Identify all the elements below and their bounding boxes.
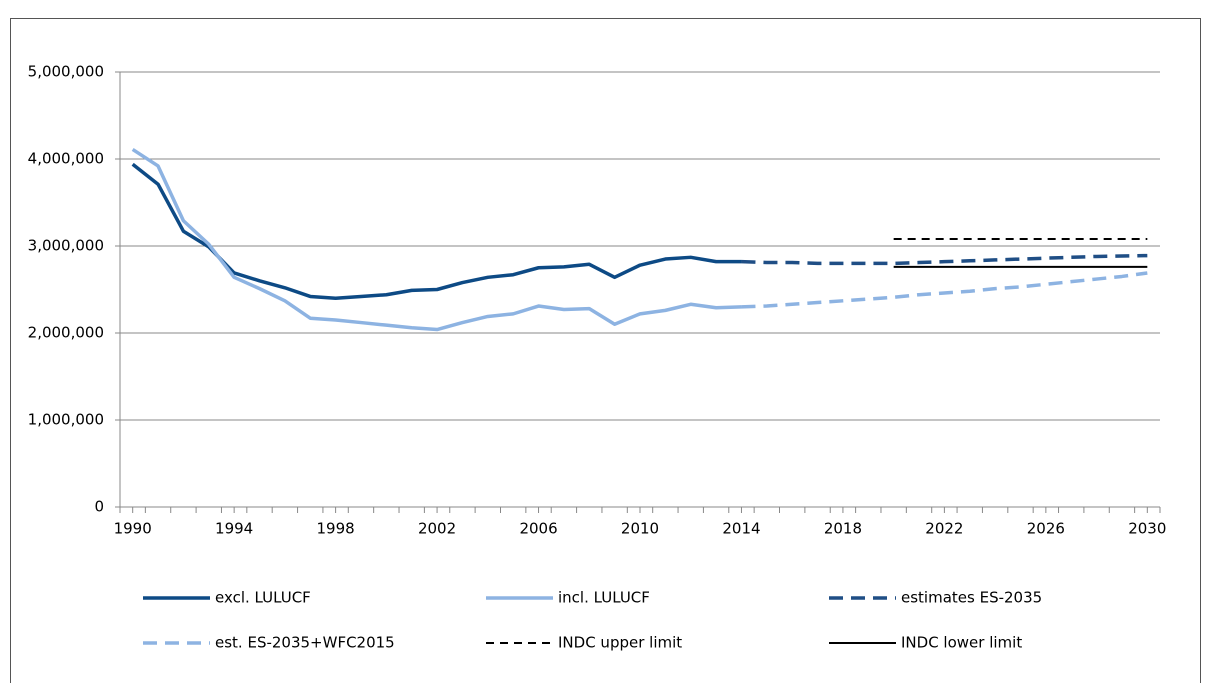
legend-label: estimates ES-2035	[901, 589, 1042, 607]
y-tick-label: 1,000,000	[28, 411, 104, 429]
x-tick-label: 2026	[1027, 520, 1065, 538]
x-tick-label: 2010	[621, 520, 659, 538]
x-tick-label: 2018	[824, 520, 862, 538]
legend-label: excl. LULUCF	[215, 589, 311, 607]
x-tick-label: 1994	[215, 520, 253, 538]
x-tick-label: 2022	[925, 520, 963, 538]
x-tick-label: 1998	[317, 520, 355, 538]
x-tick-label: 2006	[519, 520, 557, 538]
legend-label: est. ES-2035+WFC2015	[215, 634, 395, 652]
y-tick-label: 3,000,000	[28, 237, 104, 255]
series-line	[131, 162, 742, 300]
y-tick-label: 5,000,000	[28, 63, 104, 81]
x-tick-label: 2030	[1128, 520, 1166, 538]
y-tick-label: 4,000,000	[28, 150, 104, 168]
x-tick-label: 2014	[722, 520, 760, 538]
legend-label: INDC upper limit	[558, 634, 682, 652]
y-tick-label: 0	[94, 498, 104, 516]
y-tick-label: 2,000,000	[28, 324, 104, 342]
x-tick-label: 1990	[114, 520, 152, 538]
legend-label: INDC lower limit	[901, 634, 1022, 652]
frame	[10, 18, 1201, 687]
legend-label: incl. LULUCF	[558, 589, 650, 607]
series-line	[741, 253, 1148, 266]
series-line	[741, 271, 1148, 309]
x-tick-label: 2002	[418, 520, 456, 538]
series-line	[131, 147, 742, 332]
